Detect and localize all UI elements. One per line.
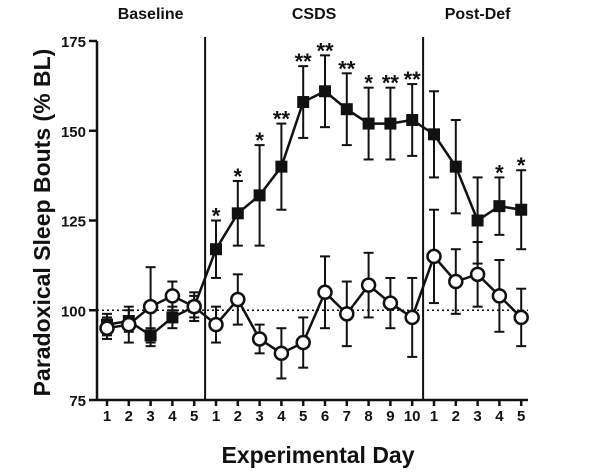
marker-circle: [448, 273, 464, 290]
x-tick-label: 2: [234, 408, 242, 425]
x-axis-title: Experimental Day: [221, 442, 414, 468]
y-tick-label: 75: [69, 393, 86, 410]
phase-label-baseline: Baseline: [118, 6, 184, 23]
marker-circle: [404, 309, 420, 326]
marker-square: [340, 103, 353, 116]
significance-marker: **: [404, 67, 422, 92]
x-tick-label: 7: [343, 408, 351, 425]
x-tick-label: 3: [255, 408, 263, 425]
marker-square: [275, 160, 288, 173]
significance-marker: *: [517, 153, 526, 178]
marker-circle: [513, 309, 529, 326]
x-tick-label: 5: [299, 408, 307, 425]
significance-marker: *: [255, 128, 264, 153]
marker-square: [231, 207, 244, 220]
marker-circle: [295, 334, 311, 351]
x-tick-label: 3: [146, 408, 154, 425]
significance-marker: **: [382, 71, 400, 96]
marker-circle: [469, 266, 486, 283]
marker-circle: [382, 295, 399, 311]
phase-label-postdef: Post-Def: [445, 6, 511, 23]
x-tick-label: 5: [190, 408, 198, 425]
x-tick-label: 4: [495, 408, 504, 425]
x-tick-label: 6: [321, 408, 329, 425]
marker-circle: [251, 331, 268, 347]
significance-marker: **: [273, 107, 291, 132]
marker-circle: [360, 277, 377, 293]
marker-square: [166, 311, 179, 324]
x-tick-label: 4: [168, 408, 177, 425]
marker-square: [493, 200, 506, 213]
marker-square: [471, 214, 484, 227]
y-axis-title: Paradoxical Sleep Bouts (% BL): [29, 49, 55, 397]
marker-circle: [121, 316, 137, 333]
significance-marker: **: [338, 56, 356, 81]
phase-label-csds: CSDS: [292, 6, 337, 23]
x-tick-label: 4: [277, 408, 286, 425]
x-tick-label: 9: [386, 408, 394, 425]
significance-marker: *: [364, 71, 373, 96]
marker-square: [253, 189, 266, 202]
marker-circle: [339, 306, 355, 322]
marker-circle: [426, 248, 442, 265]
y-tick-label: 100: [61, 303, 86, 320]
marker-circle: [491, 288, 508, 304]
marker-square: [449, 160, 462, 173]
significance-marker: *: [212, 204, 221, 229]
marker-square: [297, 96, 310, 109]
marker-circle: [186, 298, 202, 315]
marker-square: [428, 128, 440, 141]
x-tick-label: 1: [212, 408, 220, 425]
x-tick-label: 1: [430, 408, 438, 425]
x-tick-label: 3: [473, 408, 481, 425]
marker-square: [384, 117, 397, 130]
marker-circle: [208, 316, 224, 333]
marker-circle: [230, 291, 246, 308]
marker-circle: [273, 345, 290, 362]
x-tick-label: 10: [404, 408, 421, 425]
marker-square: [515, 203, 528, 216]
marker-circle: [142, 298, 159, 315]
x-tick-label: 2: [125, 408, 133, 425]
y-tick-label: 175: [61, 34, 86, 51]
x-tick-label: 2: [452, 408, 460, 425]
y-tick-label: 125: [61, 214, 86, 231]
marker-circle: [164, 288, 181, 304]
significance-marker: *: [495, 160, 504, 185]
marker-square: [362, 117, 375, 130]
significance-marker: **: [295, 49, 313, 74]
significance-marker: *: [234, 164, 243, 189]
x-tick-label: 5: [517, 408, 525, 425]
marker-circle: [99, 320, 115, 336]
marker-square: [210, 243, 222, 256]
marker-square: [319, 85, 331, 98]
marker-square: [406, 113, 419, 126]
marker-circle: [317, 284, 333, 301]
significance-marker: **: [316, 38, 334, 63]
x-tick-label: 8: [364, 408, 372, 425]
y-tick-label: 150: [61, 124, 86, 141]
x-tick-label: 1: [103, 408, 111, 425]
series-line-circle: [106, 253, 523, 355]
